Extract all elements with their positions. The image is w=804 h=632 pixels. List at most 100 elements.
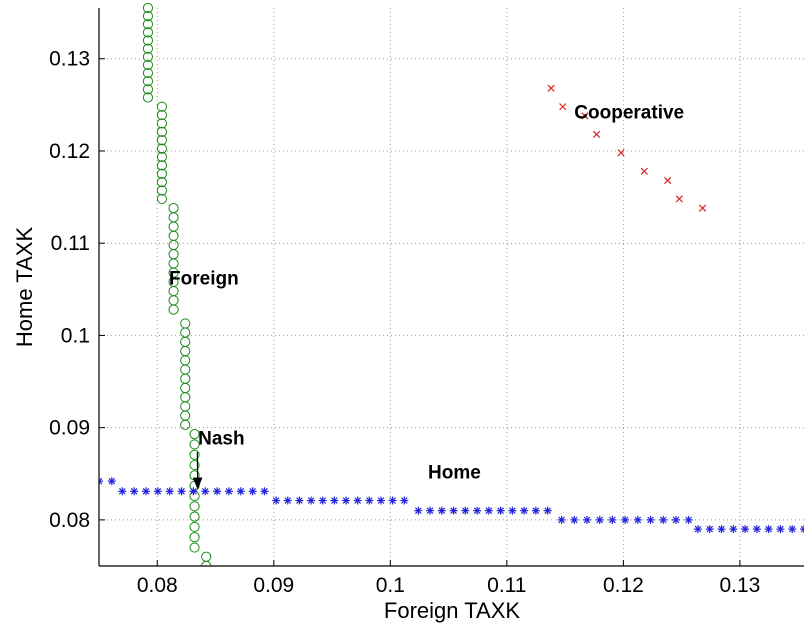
foreign-point xyxy=(180,392,191,403)
home-point xyxy=(130,487,139,496)
home-point xyxy=(400,496,409,505)
home-point xyxy=(426,506,435,515)
home-point xyxy=(260,487,269,496)
foreign-point xyxy=(168,295,179,306)
foreign-point xyxy=(168,212,179,223)
home-point xyxy=(633,515,642,524)
home-point xyxy=(414,506,423,515)
home-point xyxy=(353,496,362,505)
foreign-point xyxy=(189,439,200,450)
home-point xyxy=(484,506,493,515)
home-point xyxy=(583,515,592,524)
home-point xyxy=(570,515,579,524)
home-point xyxy=(595,515,604,524)
y-tick-label: 0.13 xyxy=(49,48,90,71)
foreign-point xyxy=(156,193,168,205)
foreign-point xyxy=(189,511,200,522)
home-point xyxy=(776,525,785,534)
home-point xyxy=(646,515,655,524)
home-point xyxy=(342,496,351,505)
home-point xyxy=(671,515,680,524)
foreign-point xyxy=(189,429,200,440)
home-point xyxy=(295,496,304,505)
annotation-nash: Nash xyxy=(198,428,244,449)
home-point xyxy=(741,525,750,534)
home-point xyxy=(318,496,327,505)
home-point xyxy=(543,506,552,515)
home-point xyxy=(388,496,397,505)
x-tick-label: 0.08 xyxy=(137,574,178,597)
y-tick-label: 0.08 xyxy=(49,509,90,532)
x-tick-label: 0.1 xyxy=(376,574,405,597)
cooperative-point xyxy=(547,84,555,92)
home-point xyxy=(693,525,702,534)
foreign-point xyxy=(142,67,154,79)
home-point xyxy=(684,515,693,524)
annotation-foreign: Foreign xyxy=(169,269,239,290)
foreign-point xyxy=(142,51,154,62)
y-tick-label: 0.11 xyxy=(51,232,90,255)
foreign-point xyxy=(142,43,154,54)
home-point xyxy=(189,487,198,496)
y-axis-label: Home TAXK xyxy=(12,227,37,348)
foreign-point xyxy=(142,84,154,95)
home-point xyxy=(473,506,482,515)
foreign-point xyxy=(189,449,200,460)
home-point xyxy=(729,525,738,534)
cooperative-point xyxy=(675,195,683,203)
home-point xyxy=(788,525,797,534)
foreign-point xyxy=(189,542,200,553)
foreign-point xyxy=(168,230,179,241)
home-point xyxy=(752,525,761,534)
foreign-point xyxy=(142,27,154,38)
home-point xyxy=(717,525,726,534)
cooperative-point xyxy=(617,149,625,157)
home-point xyxy=(764,525,773,534)
x-tick-label: 0.09 xyxy=(253,574,294,597)
home-point xyxy=(330,496,339,505)
foreign-point xyxy=(201,551,212,562)
foreign-point xyxy=(180,419,191,430)
home-point xyxy=(461,506,470,515)
cooperative-point xyxy=(664,176,672,185)
foreign-point xyxy=(189,501,200,512)
home-point xyxy=(437,506,446,515)
foreign-point xyxy=(180,355,191,366)
foreign-point xyxy=(180,336,191,347)
cooperative-point xyxy=(559,103,567,111)
home-point xyxy=(307,496,316,505)
home-point xyxy=(236,487,245,496)
home-point xyxy=(377,496,385,505)
y-tick-label: 0.09 xyxy=(49,417,90,440)
x-tick-label: 0.11 xyxy=(487,574,526,597)
home-point xyxy=(165,487,174,496)
cooperative-point xyxy=(592,130,601,138)
home-point xyxy=(153,487,162,496)
home-point xyxy=(213,487,222,496)
y-tick-label: 0.12 xyxy=(49,140,90,163)
x-tick-label: 0.12 xyxy=(603,574,644,597)
home-point xyxy=(800,525,804,534)
gridlines xyxy=(99,8,804,566)
home-point xyxy=(705,525,714,534)
foreign-point xyxy=(142,76,154,87)
foreign-point xyxy=(189,521,200,533)
foreign-point xyxy=(168,258,179,269)
home-point xyxy=(201,487,210,496)
foreign-point xyxy=(156,126,168,137)
home-point xyxy=(496,506,505,515)
foreign-point xyxy=(168,221,179,232)
foreign-point xyxy=(156,101,168,112)
cooperative-point xyxy=(698,204,707,212)
home-point xyxy=(224,487,233,496)
foreign-point xyxy=(180,346,191,357)
home-point xyxy=(107,477,116,486)
foreign-point xyxy=(156,143,168,154)
annotations: Cooperative Foreign Home Nash xyxy=(169,103,684,490)
foreign-point xyxy=(180,382,191,394)
home-point xyxy=(283,496,292,505)
foreign-point xyxy=(156,151,168,163)
foreign-point xyxy=(142,11,154,22)
foreign-point xyxy=(142,92,154,103)
